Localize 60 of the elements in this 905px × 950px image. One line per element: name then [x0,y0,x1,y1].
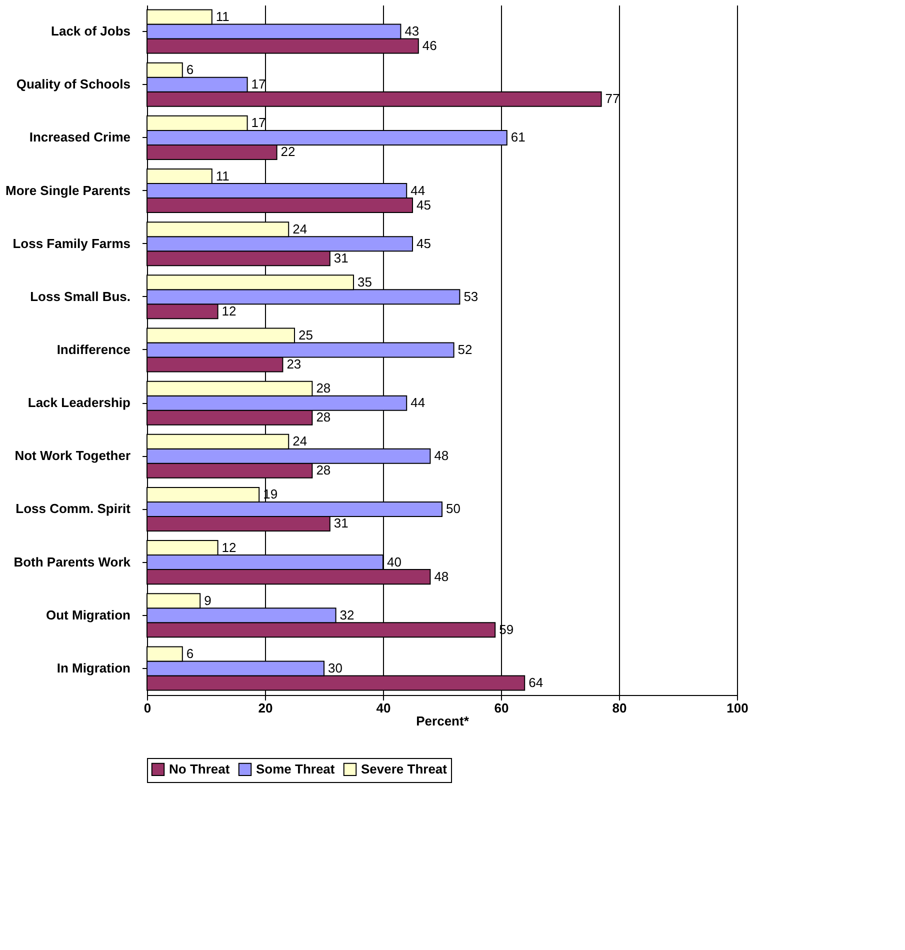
x-tick-label: 60 [494,700,509,716]
data-label: 45 [416,197,431,212]
data-label: 17 [251,76,266,92]
y-tick-label: Quality of Schools [16,76,130,92]
data-label: 53 [464,288,478,304]
legend-label: Some Threat [256,761,336,776]
y-tick-label: In Migration [56,660,131,676]
y-tick-label: Both Parents Work [14,554,132,570]
data-label: 12 [222,303,236,318]
data-label: 23 [286,356,302,372]
data-label: 31 [334,250,348,266]
data-label: 17 [251,115,266,130]
data-label: 31 [334,516,348,531]
data-label: 11 [216,168,230,184]
x-tick-label: 20 [258,700,273,716]
data-label: 61 [510,130,526,145]
data-label: 28 [316,380,331,396]
data-label: 9 [204,592,212,608]
data-label: 77 [605,91,620,106]
data-label: 45 [416,236,431,251]
y-tick-label: Lack Leadership [28,395,131,410]
data-label: 6 [186,646,194,661]
data-label: 24 [292,434,308,449]
data-label: 40 [387,554,402,570]
data-label: 6 [186,62,194,78]
data-label: 32 [340,607,354,622]
data-label: 44 [410,395,426,410]
y-tick-label: Loss Family Farms [12,236,130,251]
data-label: 46 [422,38,437,54]
data-label: 24 [292,221,308,236]
data-label: 11 [216,9,230,24]
data-label: 48 [434,568,449,584]
data-label: 43 [404,24,420,39]
x-tick-label: 0 [144,700,152,716]
x-axis-title: Percent* [416,714,470,728]
y-tick-label: Loss Comm. Spirit [16,501,132,516]
data-label: 28 [316,462,331,478]
data-label: 64 [528,674,544,690]
y-tick-label: Indifference [56,342,130,357]
x-tick-label: 100 [726,700,748,716]
y-tick-label: More Single Parents [6,182,130,198]
legend-label: No Threat [169,761,230,776]
data-label: 50 [446,501,460,516]
data-label: 28 [316,410,331,425]
data-label: 52 [458,342,472,357]
data-label: 48 [434,448,449,464]
data-label: 35 [358,274,372,290]
data-label: 25 [298,327,313,342]
y-tick-label: Increased Crime [29,130,130,145]
x-tick-label: 80 [612,700,627,716]
y-tick-label: Not Work Together [14,448,130,464]
data-label: 30 [328,660,342,676]
x-tick-label: 40 [376,700,391,716]
y-tick-label: Lack of Jobs [51,24,130,39]
y-tick-label: Out Migration [46,607,131,622]
data-label: 44 [410,182,426,198]
data-label: 22 [280,144,296,160]
data-label: 12 [222,540,236,555]
legend-label: Severe Threat [361,761,448,776]
y-tick-label: Loss Small Bus. [30,288,130,304]
